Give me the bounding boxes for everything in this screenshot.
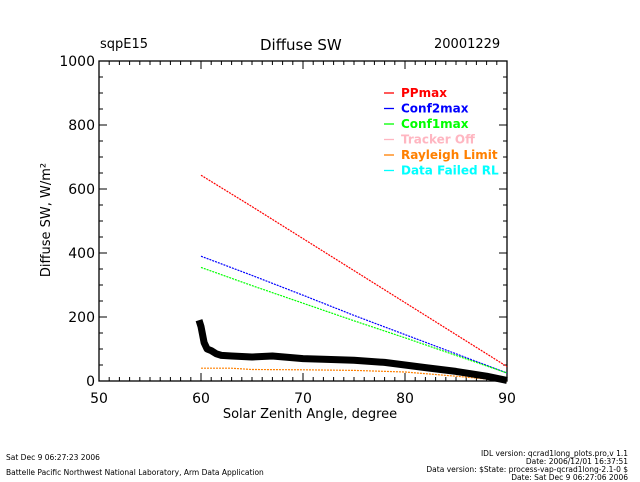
- y-tick-label: 800: [68, 118, 95, 134]
- series-conf2max: [200, 255, 508, 374]
- footer-idl-version: IDL version: qcrad1long_plots.pro,v 1.1: [480, 449, 628, 458]
- axes-frame: [98, 60, 508, 382]
- x-tick-label: 60: [192, 391, 210, 407]
- footer-organization: Battelle Pacific Northwest National Labo…: [6, 468, 264, 477]
- series-conf1max: [200, 266, 508, 374]
- y-tick-label: 400: [68, 246, 95, 262]
- y-tick-label: 600: [68, 182, 95, 198]
- y-axis-label: Diffuse SW, W/m²: [39, 163, 54, 277]
- footer-timestamp: Sat Dec 9 06:27:23 2006: [6, 453, 100, 462]
- x-tick-label: 50: [90, 391, 108, 407]
- series-diffuse-sw: [195, 319, 508, 384]
- chart-title: Diffuse SW: [260, 36, 342, 54]
- legend-label: PPmax: [401, 86, 447, 100]
- footer-data-date: Date: Sat Dec 9 06:27:06 2006: [511, 473, 628, 482]
- site-label: sqpE15: [100, 37, 149, 52]
- series-rayleigh-limit: [201, 367, 508, 382]
- x-tick-label: 90: [498, 391, 516, 407]
- footer-idl-date: Date: 2006/12/01 16:37:51: [525, 457, 628, 466]
- legend-label: Conf2max: [401, 102, 469, 116]
- x-axis-label: Solar Zenith Angle, degree: [223, 407, 397, 422]
- series-ppmax: [200, 174, 508, 368]
- date-label: 20001229: [434, 37, 501, 52]
- legend-label: Rayleigh Limit: [401, 148, 498, 162]
- y-tick-label: 200: [68, 310, 95, 326]
- y-tick-label: 1000: [59, 54, 95, 70]
- legend-label: Conf1max: [401, 117, 469, 131]
- x-tick-label: 70: [294, 391, 312, 407]
- y-tick-label: 0: [86, 374, 95, 390]
- legend-label: Data Failed RL: [401, 164, 499, 178]
- footer-data-version: Data version: $State: process-vap-qcrad1…: [426, 465, 628, 474]
- x-tick-label: 80: [396, 391, 414, 407]
- legend-label: Tracker Off: [401, 133, 475, 147]
